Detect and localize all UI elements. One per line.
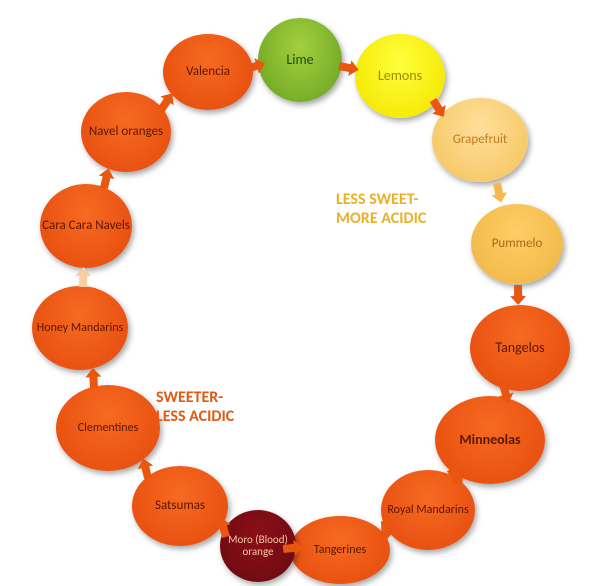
node-tangelos: Tangelos xyxy=(470,305,570,391)
annotation-less-sweet: LESS SWEET- MORE ACIDIC xyxy=(336,190,426,228)
node-caracara: Cara Cara Navels xyxy=(40,184,132,268)
arrow-satsumas-to-clementines xyxy=(135,456,155,479)
node-label: Satsumas xyxy=(153,497,207,515)
citrus-cycle-diagram: Lime Lemons Grapefruit Pummelo Tangelos Minne… xyxy=(0,0,600,586)
arrow-pummelo-to-tangelos xyxy=(510,284,526,304)
arrow-grapefruit-to-pummelo xyxy=(489,182,509,205)
node-pummelo: Pummelo xyxy=(471,204,563,284)
arrow-moro-to-satsumas xyxy=(213,515,234,539)
node-label: Lemons xyxy=(376,67,424,86)
annotation-sweeter: SWEETER- LESS ACIDIC xyxy=(156,388,234,426)
node-label: Cara Cara Navels xyxy=(40,217,132,235)
node-label: Pummelo xyxy=(490,235,545,253)
node-label: Minneolas xyxy=(457,431,522,450)
node-label: Navel oranges xyxy=(87,123,165,141)
node-label: Valencia xyxy=(184,63,232,81)
node-honeymand: Honey Mandarins xyxy=(32,286,128,370)
node-label: Royal Mandarins xyxy=(385,502,470,519)
node-lime: Lime xyxy=(258,18,342,102)
arrow-tangerines-to-moro xyxy=(282,539,303,557)
node-label: Tangelos xyxy=(493,339,546,358)
arrow-caracara-to-navel xyxy=(96,167,116,190)
node-label: Honey Mandarins xyxy=(35,320,125,337)
arrow-honeymand-to-caracara xyxy=(75,267,92,287)
node-label: Clementines xyxy=(76,420,141,437)
arrow-clementines-to-honeymand xyxy=(85,367,102,388)
node-label: Lime xyxy=(284,51,315,70)
node-tangerines: Tangerines xyxy=(290,516,390,584)
arrow-royalmand-to-tangerines xyxy=(377,521,394,542)
node-label: Tangerines xyxy=(312,542,368,559)
arrow-lime-to-lemons xyxy=(337,58,360,78)
node-label: Grapefruit xyxy=(451,131,510,149)
